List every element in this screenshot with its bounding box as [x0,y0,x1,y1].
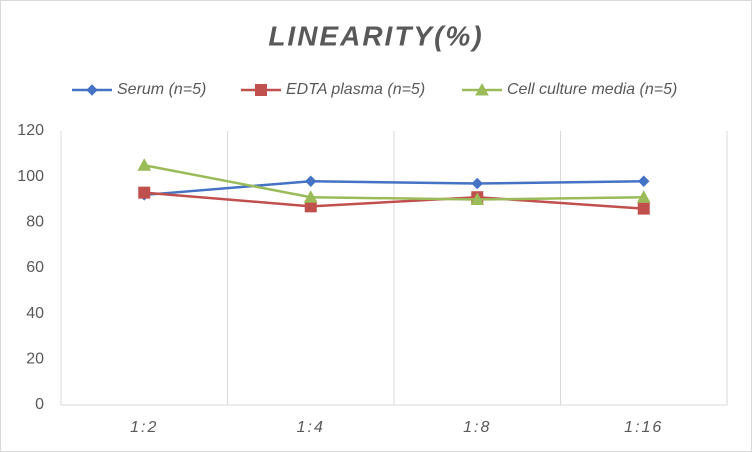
y-tick-label: 60 [26,259,44,276]
data-point [305,175,317,187]
y-tick-label: 40 [26,305,44,322]
data-point [303,190,318,203]
data-point [637,202,650,215]
data-point [137,158,152,171]
series-line [144,179,644,197]
x-tick-label: 1:16 [624,419,663,436]
y-tick-label: 100 [17,168,44,185]
legend-label: Serum (n=5) [117,81,206,98]
legend-marker [86,84,98,96]
x-tick-label: 1:2 [130,419,158,436]
x-tick-label: 1:8 [463,419,491,436]
chart-title: LINEARITY(%) [268,20,483,51]
legend-marker [255,84,267,96]
legend-label: EDTA plasma (n=5) [286,81,425,98]
legend-label: Cell culture media (n=5) [507,81,677,98]
data-point [638,175,650,187]
legend-marker [475,82,489,96]
data-point [471,177,483,190]
y-tick-label: 120 [17,122,44,139]
x-tick-label: 1:4 [297,419,325,436]
series-line [144,164,644,201]
series-line [144,191,644,210]
y-tick-label: 20 [26,351,44,368]
data-point [470,192,485,205]
y-tick-label: 80 [26,214,44,231]
y-tick-label: 0 [35,396,44,413]
data-point [138,186,151,199]
data-point [636,190,651,203]
